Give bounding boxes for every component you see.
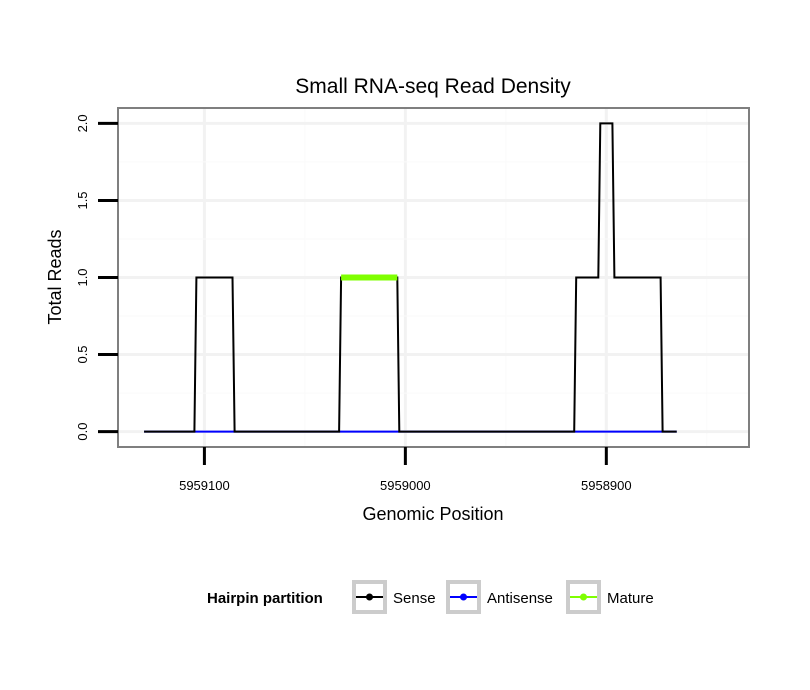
legend-label-mature: Mature xyxy=(607,590,654,607)
series-line-sense xyxy=(144,122,677,433)
y-tick-label: 2.0 xyxy=(75,114,90,132)
legend-key-point-sense xyxy=(366,593,373,601)
y-tick-label: 0.5 xyxy=(75,345,90,363)
y-tick-label: 1.0 xyxy=(75,268,90,286)
y-tick-label: 1.5 xyxy=(75,191,90,209)
series-layer xyxy=(144,122,677,433)
y-axis: 0.0 0.5 1.0 1.5 2.0 xyxy=(75,114,118,441)
legend: Hairpin partition Sense Antisense Mature xyxy=(207,580,654,614)
chart-title: Small RNA-seq Read Density xyxy=(295,75,571,98)
legend-item-sense: Sense xyxy=(352,580,436,614)
legend-item-mature: Mature xyxy=(566,580,654,614)
legend-label-antisense: Antisense xyxy=(487,590,553,607)
legend-label-sense: Sense xyxy=(393,590,436,607)
x-axis-label: Genomic Position xyxy=(362,504,503,524)
y-tick-label: 0.0 xyxy=(75,423,90,441)
legend-key-point-mature xyxy=(580,593,587,601)
x-tick-label: 5958900 xyxy=(581,478,632,493)
legend-item-antisense: Antisense xyxy=(446,580,553,614)
x-axis: 5959100 5959000 5958900 xyxy=(179,447,632,493)
plot-area xyxy=(117,107,750,448)
x-tick-label: 5959000 xyxy=(380,478,431,493)
legend-key-point-antisense xyxy=(460,593,467,601)
y-axis-label: Total Reads xyxy=(45,229,65,324)
x-tick-label: 5959100 xyxy=(179,478,230,493)
legend-title: Hairpin partition xyxy=(207,590,323,607)
